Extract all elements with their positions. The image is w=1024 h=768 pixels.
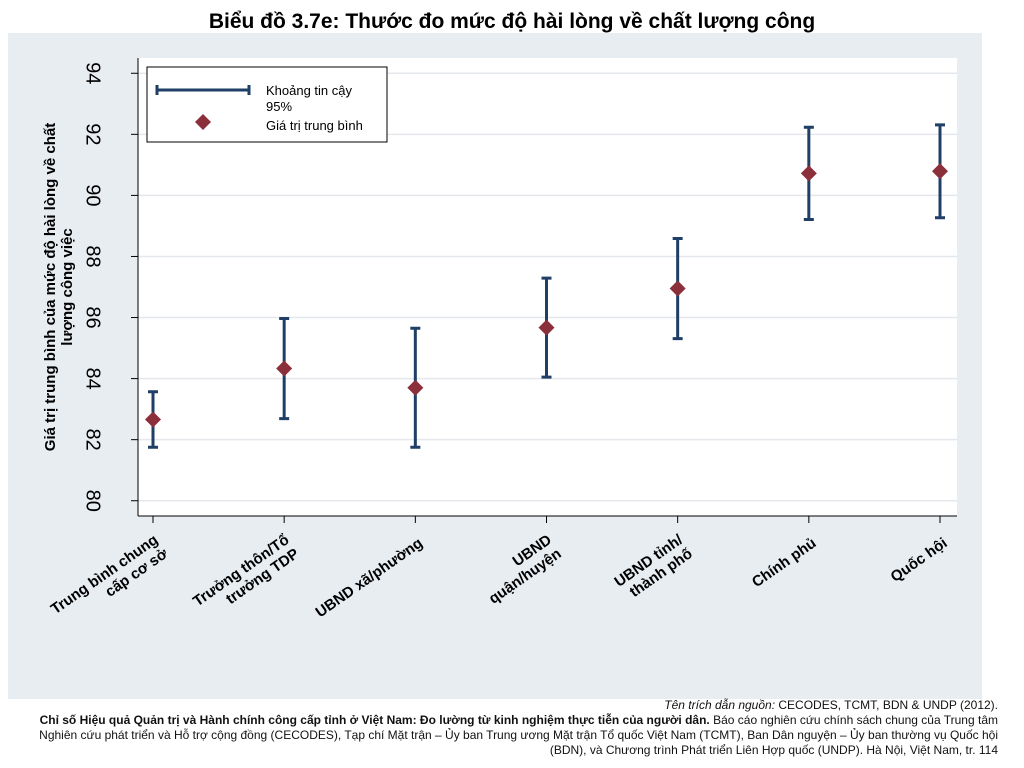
y-tick-label: 92: [82, 123, 104, 145]
mean-marker: [800, 165, 817, 182]
y-tick-label: 88: [82, 245, 104, 267]
y-tick-label: 84: [82, 367, 104, 389]
mean-marker: [145, 411, 161, 428]
legend-label: Khoảng tin cậy 95%: [266, 83, 353, 114]
legend-box: [146, 66, 388, 143]
y-tick-label: 90: [82, 184, 104, 206]
y-axis-label: Giá trị trung bình của mức độ hài lòng v…: [42, 123, 76, 451]
mean-marker: [276, 360, 293, 377]
mean-marker: [669, 280, 686, 297]
y-tick-label: 82: [82, 429, 104, 451]
legend-interval-symbol: [155, 85, 251, 95]
y-tick-label: 80: [82, 490, 104, 512]
legend-label: Giá trị trung bình: [266, 118, 363, 133]
legend-mean-symbol: [195, 114, 211, 130]
source-label: Tên trích dẫn nguồn:: [664, 698, 776, 712]
citation-title: Chỉ số Hiệu quả Quản trị và Hành chính c…: [39, 713, 710, 727]
mean-marker: [407, 379, 424, 396]
chart-title: Biểu đồ 3.7e: Thước đo mức độ hài lòng v…: [209, 10, 815, 33]
mean-marker: [538, 319, 555, 336]
source-note: Tên trích dẫn nguồn: CECODES, TCMT, BDN …: [20, 698, 998, 758]
mean-marker: [932, 163, 948, 180]
citation: Báo cáo nghiên cứu chính sách chung của …: [39, 713, 998, 757]
y-tick-label: 94: [82, 62, 104, 84]
source: CECODES, TCMT, BDN & UNDP (2012).: [778, 698, 998, 712]
y-tick-label: 86: [82, 306, 104, 328]
